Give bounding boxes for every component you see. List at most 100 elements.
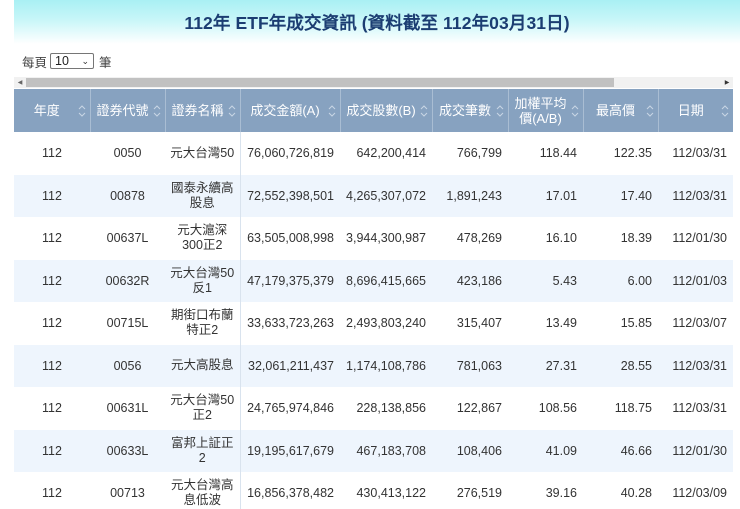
cell-trades: 108,406: [432, 429, 508, 472]
table-row[interactable]: 112 00632R 元大台灣50反1 47,179,375,379 8,696,415…: [14, 259, 733, 302]
cell-shares: 642,200,414: [356, 146, 426, 161]
cell-amount: 33,633,723,263: [247, 316, 334, 331]
column-header-avg-price[interactable]: 加權平均價(A/B): [508, 89, 584, 132]
cell-trades: 766,799: [456, 146, 502, 161]
table-row[interactable]: 112 00631L 元大台灣50正2 24,765,974,846 228,138,8…: [14, 387, 733, 430]
cell-high: 122.35: [613, 146, 652, 161]
page-size-select[interactable]: 10 ⌄: [50, 53, 95, 69]
cell-avg-price: 16.10: [545, 231, 577, 246]
cell-trades: 781,063: [432, 344, 508, 387]
cell-trades: 423,186: [432, 259, 508, 302]
cell-date: 112/03/31: [658, 174, 733, 217]
cell-shares: 467,183,708: [340, 429, 432, 472]
column-header-year[interactable]: 年度: [14, 89, 91, 132]
cell-year: 112: [42, 231, 62, 246]
column-header-label: 成交筆數: [438, 103, 491, 118]
cell-date: 112/03/31: [672, 401, 727, 416]
cell-name: 元大高股息: [165, 344, 241, 387]
cell-date: 112/03/09: [672, 486, 727, 501]
column-header-label: 成交金額(A): [250, 103, 320, 118]
etf-trading-table: 年度 證券代號 證券名稱 成交金額(A) 成交股數(B) 成交筆數 加權平均價(A/B) 最高…: [14, 89, 733, 509]
cell-code: 0050: [113, 146, 142, 161]
cell-high: 46.66: [583, 429, 658, 472]
sort-icon[interactable]: [228, 104, 236, 118]
cell-trades: 1,891,243: [432, 174, 508, 217]
cell-code: 00633L: [90, 429, 165, 472]
horizontal-scrollbar[interactable]: ◀ ▶: [14, 77, 733, 88]
cell-name: 元大台灣高息低波: [165, 472, 241, 509]
table-row[interactable]: 112 00878 國泰永續高股息 72,552,398,501 4,265,307,0…: [14, 174, 733, 217]
cell-code: 0056: [90, 344, 165, 387]
cell-avg-price: 5.43: [508, 259, 583, 302]
sort-icon[interactable]: [328, 104, 336, 118]
cell-date: 112/01/30: [672, 231, 727, 246]
page-size-suffix: 筆: [99, 54, 112, 70]
table-row[interactable]: 112 00633L 富邦上証正2 19,195,617,679 467,183,708…: [14, 429, 733, 472]
title-banner: 112年 ETF年成交資訊 (資料截至 112年03月31日): [14, 0, 740, 44]
column-header-amount[interactable]: 成交金額(A): [240, 89, 341, 132]
cell-amount: 47,179,375,379: [240, 259, 340, 302]
cell-avg-price: 39.16: [545, 486, 577, 501]
table-row[interactable]: 112 0050 元大台灣50 76,060,726,819 642,200,414 76…: [14, 132, 733, 175]
cell-code: 00878: [90, 174, 165, 217]
sort-icon[interactable]: [420, 104, 428, 118]
cell-avg-price: 13.49: [545, 316, 577, 331]
table-row[interactable]: 112 0056 元大高股息 32,061,211,437 1,174,108,786 7…: [14, 344, 733, 387]
cell-name: 期街口布蘭特正2: [165, 302, 241, 345]
scrollbar-thumb[interactable]: [26, 78, 614, 87]
cell-name: 元大台灣50正2: [165, 387, 241, 430]
sort-icon[interactable]: [721, 104, 729, 118]
table-row[interactable]: 112 00637L 元大滬深300正2 63,505,008,998 3,944,30…: [14, 217, 733, 260]
cell-year: 112: [14, 259, 90, 302]
column-header-label: 年度: [33, 103, 60, 118]
column-header-code[interactable]: 證券代號: [90, 89, 166, 132]
cell-year: 112: [42, 146, 62, 161]
cell-year: 112: [14, 429, 90, 472]
cell-amount: 72,552,398,501: [240, 174, 340, 217]
cell-name: 元大台灣50: [165, 132, 241, 175]
cell-year: 112: [14, 174, 90, 217]
cell-year: 112: [14, 344, 90, 387]
table-row[interactable]: 112 00715L 期街口布蘭特正2 33,633,723,263 2,493,803…: [14, 302, 733, 345]
cell-code: 00715L: [106, 316, 149, 331]
cell-high: 15.85: [620, 316, 652, 331]
page-size-value: 10: [55, 54, 69, 68]
cell-year: 112: [42, 316, 62, 331]
cell-date: 112/03/31: [658, 344, 733, 387]
chevron-down-icon: ⌄: [81, 55, 90, 66]
cell-trades: 478,269: [456, 231, 502, 246]
cell-year: 112: [42, 486, 62, 501]
cell-name: 元大台灣50反1: [165, 259, 241, 302]
sort-icon[interactable]: [571, 104, 579, 118]
column-header-label: 證券名稱: [171, 103, 224, 118]
sort-icon[interactable]: [496, 104, 504, 118]
scroll-left-arrow-icon[interactable]: ◀: [17, 79, 23, 86]
table-header-row: 年度 證券代號 證券名稱 成交金額(A) 成交股數(B) 成交筆數 加權平均價(A/B) 最高…: [14, 89, 733, 132]
sort-icon[interactable]: [646, 104, 654, 118]
page-size-control: 每頁 10 ⌄ 筆: [22, 52, 112, 70]
cell-shares: 8,696,415,665: [340, 259, 432, 302]
column-header-label: 加權平均價(A/B): [514, 95, 567, 126]
cell-name: 元大滬深300正2: [165, 217, 241, 260]
cell-amount: 63,505,008,998: [247, 231, 334, 246]
cell-shares: 2,493,803,240: [346, 316, 426, 331]
column-header-date[interactable]: 日期: [658, 89, 733, 132]
column-header-trades[interactable]: 成交筆數: [432, 89, 509, 132]
cell-amount: 24,765,974,846: [247, 401, 334, 416]
sort-icon[interactable]: [78, 104, 86, 118]
column-header-name[interactable]: 證券名稱: [165, 89, 241, 132]
table-row[interactable]: 112 00713 元大台灣高息低波 16,856,378,482 430,413,12…: [14, 472, 733, 509]
column-header-high[interactable]: 最高價: [583, 89, 659, 132]
cell-code: 00713: [110, 486, 145, 501]
column-header-shares[interactable]: 成交股數(B): [340, 89, 433, 132]
cell-avg-price: 17.01: [508, 174, 583, 217]
cell-trades: 122,867: [456, 401, 502, 416]
cell-year: 112: [42, 401, 62, 416]
scroll-right-arrow-icon[interactable]: ▶: [724, 79, 730, 86]
sort-icon[interactable]: [153, 104, 161, 118]
cell-name: 富邦上証正2: [165, 429, 241, 472]
cell-avg-price: 41.09: [508, 429, 583, 472]
column-header-label: 最高價: [595, 103, 635, 118]
column-header-label: 日期: [677, 103, 704, 118]
cell-amount: 19,195,617,679: [240, 429, 340, 472]
